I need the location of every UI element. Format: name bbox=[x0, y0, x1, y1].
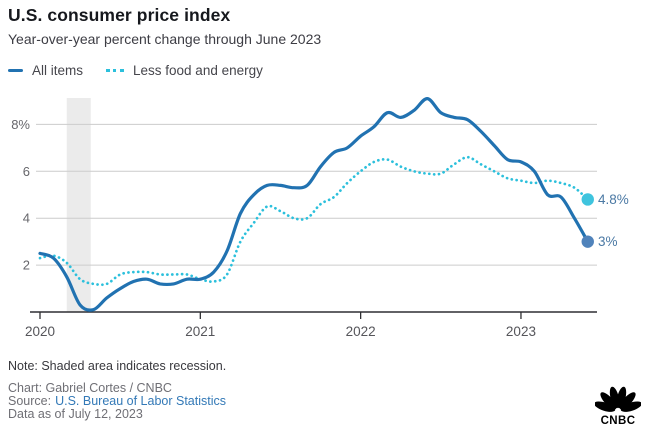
chart-note: Note: Shaded area indicates recession. bbox=[8, 359, 227, 373]
data-as-of: Data as of July 12, 2023 bbox=[8, 407, 143, 421]
end-label-all-items: 3% bbox=[598, 234, 618, 249]
cnbc-peacock-icon bbox=[594, 386, 642, 412]
end-dot-all-items bbox=[581, 235, 594, 248]
cnbc-logo-text: CNBC bbox=[600, 415, 636, 427]
source-label: Source: bbox=[8, 394, 52, 408]
chart-legend: All items Less food and energy bbox=[8, 63, 263, 78]
all-items-line-swatch-icon bbox=[8, 69, 23, 72]
legend-label-less-food-energy: Less food and energy bbox=[133, 63, 263, 78]
chart-credit: Chart: Gabriel Cortes / CNBC bbox=[8, 381, 172, 395]
y-tick-label: 8% bbox=[11, 117, 30, 132]
line-all-items bbox=[38, 97, 590, 312]
x-tick-label: 2022 bbox=[346, 324, 376, 339]
y-tick-label: 2 bbox=[23, 258, 30, 273]
legend-label-all-items: All items bbox=[32, 63, 84, 78]
x-tick-label: 2021 bbox=[185, 324, 215, 339]
y-tick-label: 6 bbox=[23, 164, 30, 179]
cpi-line-chart: 2 4 6 8% 2020 2021 2022 2023 4.8% 3% bbox=[11, 97, 629, 339]
chart-source: Source: U.S. Bureau of Labor Statistics bbox=[8, 394, 226, 408]
less-food-energy-line-swatch-icon bbox=[106, 69, 125, 72]
legend-item-less-food-energy: Less food and energy bbox=[106, 63, 263, 78]
y-axis-labels: 2 4 6 8% bbox=[11, 117, 30, 273]
gridlines bbox=[36, 123, 597, 266]
line-less-food-and-energy bbox=[38, 155, 590, 287]
page-title: U.S. consumer price index bbox=[8, 5, 231, 25]
end-dot-less-food-and-energy bbox=[581, 193, 594, 206]
x-ticks bbox=[39, 312, 522, 319]
cnbc-logo: CNBC bbox=[592, 384, 644, 427]
page-subtitle: Year-over-year percent change through Ju… bbox=[8, 31, 322, 47]
x-axis-labels: 2020 2021 2022 2023 bbox=[25, 324, 536, 339]
source-link[interactable]: U.S. Bureau of Labor Statistics bbox=[55, 394, 227, 408]
x-tick-label: 2023 bbox=[506, 324, 536, 339]
end-label-less-food-and-energy: 4.8% bbox=[598, 192, 629, 207]
legend-item-all-items: All items bbox=[8, 63, 83, 78]
recession-band bbox=[66, 98, 91, 312]
y-tick-label: 4 bbox=[23, 211, 30, 226]
x-tick-label: 2020 bbox=[25, 324, 55, 339]
